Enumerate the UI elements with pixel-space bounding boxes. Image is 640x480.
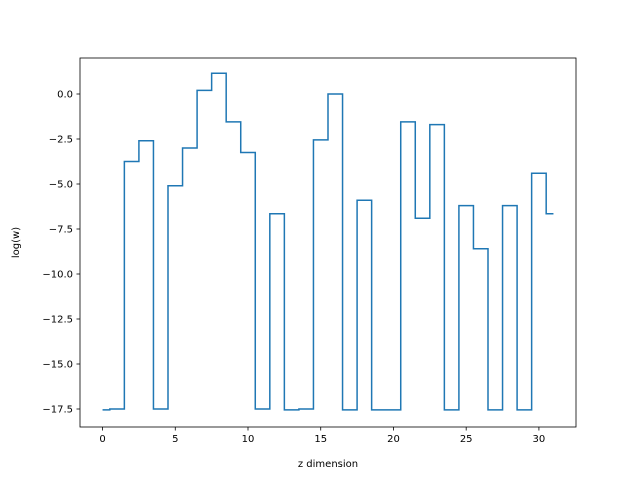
y-tick-label: −7.5 (49, 225, 73, 236)
x-tick-label: 30 (533, 434, 546, 445)
y-axis-label: log(w) (11, 227, 22, 258)
y-tick-label: −12.5 (42, 315, 73, 326)
x-tick-label: 20 (387, 434, 400, 445)
series-line-0 (102, 72, 554, 411)
x-axis-ticks: 0 5 10 15 20 25 30 (99, 427, 545, 445)
plot-frame (79, 57, 577, 428)
x-tick-label: 5 (172, 434, 178, 445)
x-axis-label: z dimension (298, 459, 358, 470)
y-tick-label: −2.5 (49, 135, 73, 146)
x-tick-label: 0 (99, 434, 105, 445)
y-tick-label: 0.0 (57, 90, 73, 101)
y-tick-label: −5.0 (49, 180, 73, 191)
x-tick-label: 25 (460, 434, 473, 445)
y-axis-ticks: 0.0 −2.5 −5.0 −7.5 −10.0 −12.5 −15.0 −17.5 (42, 90, 80, 416)
y-tick-label: −10.0 (42, 270, 73, 281)
y-tick-label: −17.5 (42, 405, 73, 416)
x-tick-label: 10 (242, 434, 255, 445)
y-tick-label: −15.0 (42, 360, 73, 371)
x-tick-label: 15 (314, 434, 327, 445)
series-layer (102, 72, 554, 411)
